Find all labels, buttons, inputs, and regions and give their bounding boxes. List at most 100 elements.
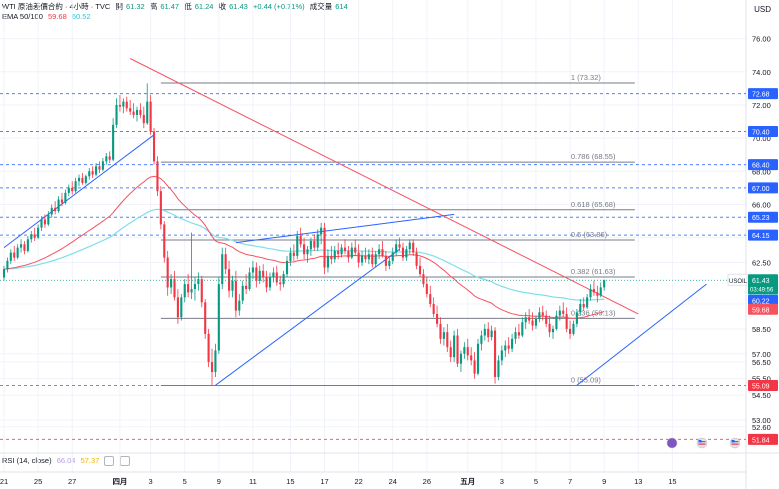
y-tick-label: 72.00 <box>752 101 771 110</box>
candle <box>105 153 108 165</box>
candle-body <box>214 350 217 373</box>
candle-body <box>350 247 353 258</box>
candle-body <box>81 177 84 183</box>
candle <box>152 128 156 165</box>
candle-body <box>463 347 466 354</box>
event-icon-circle <box>729 437 741 449</box>
candle <box>33 227 36 241</box>
candle-body <box>272 272 275 278</box>
symbol-title[interactable]: WTI 原油差價合約 · 4小時 · TVC <box>2 2 111 11</box>
candle-body <box>306 249 309 255</box>
candle-body <box>367 254 370 260</box>
candle <box>16 244 19 260</box>
candle-body <box>418 265 422 275</box>
candle <box>395 239 398 256</box>
candle-body <box>84 176 87 183</box>
candle <box>139 103 142 119</box>
ema-legend[interactable]: EMA 50/100 59.68 60.52 <box>2 12 94 22</box>
candle <box>473 352 476 379</box>
fib-level-label: 1 (73.32) <box>571 73 602 82</box>
candle-body <box>490 330 493 338</box>
candle-body <box>371 254 374 265</box>
level-price-tag-bg <box>748 182 778 194</box>
candle-body <box>152 131 156 162</box>
candle-body <box>71 187 74 192</box>
candle-body <box>23 244 26 251</box>
candle-body <box>197 279 200 285</box>
candle-body <box>135 109 139 115</box>
open-value: 61.32 <box>125 2 145 11</box>
ema-label: EMA 50/100 <box>2 12 43 21</box>
candle-body <box>258 270 261 281</box>
candle-body <box>50 207 53 215</box>
x-tick-label: 五月 <box>460 477 475 486</box>
candle <box>187 274 190 298</box>
current-price-tag: 61.43 <box>752 278 770 285</box>
candle <box>74 177 77 193</box>
y-tick-label: 57.00 <box>752 350 771 359</box>
candle-body <box>422 274 425 285</box>
candle <box>579 299 582 316</box>
candle-body <box>528 317 531 321</box>
candle <box>170 274 173 295</box>
candle-body <box>207 333 210 363</box>
candle <box>371 247 374 268</box>
y-tick-label: 55.50 <box>752 375 771 384</box>
candle <box>582 297 585 311</box>
candle-body <box>101 161 104 170</box>
candle-body <box>514 332 517 339</box>
candle <box>463 342 466 359</box>
candle-body <box>217 284 220 351</box>
candle <box>289 247 292 266</box>
candle-body <box>108 156 111 160</box>
candle <box>241 280 244 304</box>
candle <box>122 98 125 114</box>
candle <box>159 186 162 230</box>
ema-price-tag-bg <box>748 294 778 306</box>
us-flag-event-icon <box>729 437 741 449</box>
candle <box>9 249 12 265</box>
candle-body <box>37 227 40 238</box>
flag-stripe <box>731 441 739 443</box>
candle <box>200 275 203 308</box>
candle-body <box>77 177 81 182</box>
candle <box>282 270 285 288</box>
candle <box>275 265 278 286</box>
candle <box>265 270 268 293</box>
candle <box>507 337 510 354</box>
candle <box>228 260 231 298</box>
candle-body <box>405 249 408 258</box>
candle <box>603 279 606 291</box>
level-price-tag-bg <box>748 379 778 391</box>
rsi-settings-icon[interactable] <box>104 456 115 467</box>
candle-body <box>57 199 60 212</box>
candle-body <box>285 260 289 275</box>
candle-body <box>118 104 121 107</box>
fib-level-label: 0.786 (68.55) <box>571 152 616 161</box>
candle-body <box>603 280 606 288</box>
candle-body <box>541 312 544 316</box>
candle <box>555 310 558 331</box>
candle-body <box>149 101 152 132</box>
candle <box>84 174 87 185</box>
candle <box>88 167 91 180</box>
fib-level-label: 0.236 (59.13) <box>571 308 616 317</box>
candle <box>57 196 60 213</box>
x-tick-label: 15 <box>668 477 676 486</box>
candle <box>432 297 435 318</box>
candle-body <box>132 111 135 115</box>
x-tick-label: 11 <box>249 477 257 486</box>
candle <box>245 274 248 295</box>
candle <box>214 343 217 377</box>
candle <box>548 315 551 338</box>
ema-price-tag: 60.22 <box>752 298 770 305</box>
candle-body <box>60 199 64 203</box>
candle-body <box>415 252 418 266</box>
candle <box>146 83 149 125</box>
candle-body <box>388 260 391 266</box>
candle <box>108 151 111 163</box>
candle-body <box>381 249 384 256</box>
candle <box>40 216 43 232</box>
candle <box>248 267 251 291</box>
